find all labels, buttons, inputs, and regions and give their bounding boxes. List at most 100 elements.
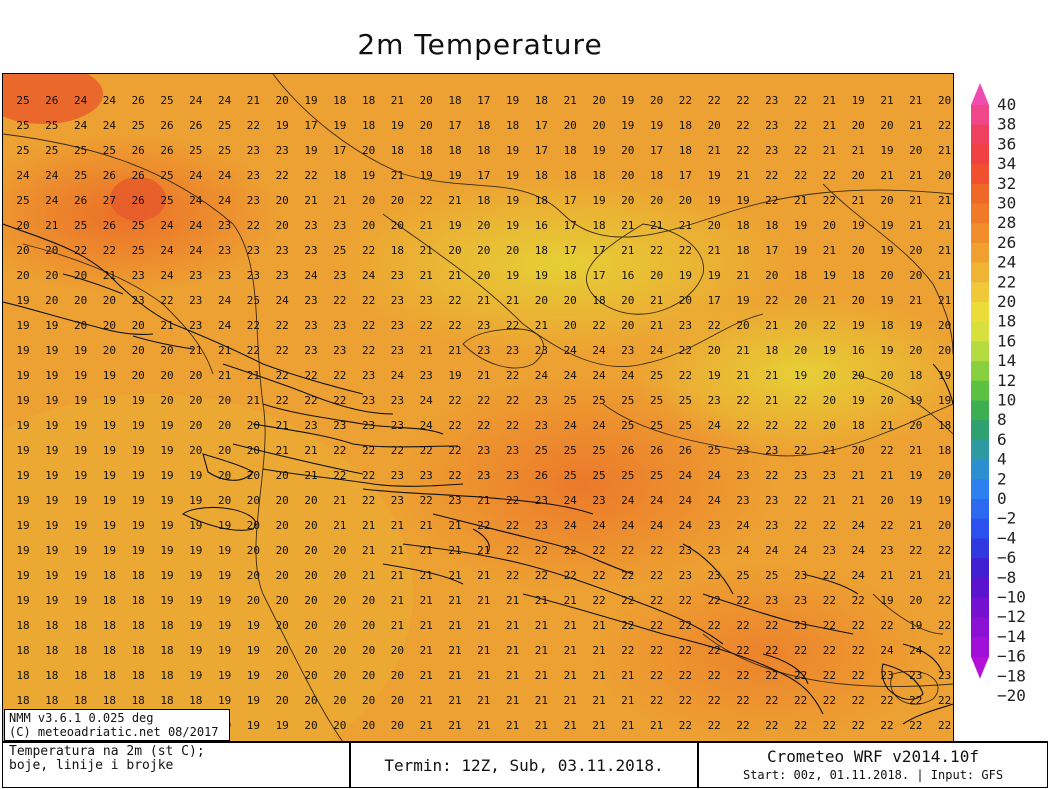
grid-value: 24 [218, 194, 232, 207]
grid-value: 20 [189, 419, 202, 432]
grid-value: 19 [16, 494, 29, 507]
grid-value: 20 [132, 319, 145, 332]
grid-value: 22 [650, 244, 663, 257]
grid-value: 21 [909, 169, 922, 182]
warm-zone-corner [3, 74, 103, 124]
grid-value: 26 [679, 444, 692, 457]
grid-value: 23 [276, 244, 289, 257]
grid-value: 20 [276, 219, 289, 232]
grid-value: 18 [564, 144, 577, 157]
grid-value: 20 [304, 719, 317, 732]
grid-value: 22 [477, 394, 490, 407]
grid-value: 19 [45, 544, 58, 557]
grid-value: 23 [736, 444, 749, 457]
grid-value: 23 [448, 494, 461, 507]
grid-value: 20 [938, 319, 951, 332]
grid-value: 22 [276, 394, 289, 407]
grid-value: 20 [852, 244, 865, 257]
grid-value: 18 [880, 319, 893, 332]
grid-value: 21 [650, 719, 663, 732]
grid-value: 20 [16, 269, 29, 282]
grid-value: 20 [477, 219, 490, 232]
grid-value: 24 [160, 244, 174, 257]
grid-value: 22 [736, 669, 749, 682]
grid-value: 19 [45, 444, 58, 457]
grid-value: 21 [448, 519, 461, 532]
grid-value: 20 [362, 619, 375, 632]
grid-value: 23 [823, 469, 836, 482]
grid-value: 22 [909, 544, 922, 557]
grid-value: 25 [218, 144, 231, 157]
grid-value: 20 [247, 594, 260, 607]
grid-value: 23 [909, 669, 922, 682]
grid-value: 18 [132, 644, 145, 657]
legend-label: 28 [997, 213, 1016, 232]
grid-value: 21 [679, 219, 692, 232]
grid-value: 24 [218, 169, 232, 182]
legend-swatch [971, 439, 989, 461]
legend-swatch [971, 223, 989, 244]
legend-label: 20 [997, 292, 1016, 311]
grid-value: 20 [621, 194, 634, 207]
grid-value: 18 [45, 644, 58, 657]
grid-value: 21 [621, 244, 634, 257]
grid-value: 20 [333, 569, 346, 582]
grid-value: 21 [564, 644, 577, 657]
grid-value: 21 [477, 694, 490, 707]
grid-value: 22 [852, 619, 865, 632]
grid-value: 24 [276, 294, 290, 307]
grid-value: 20 [362, 669, 375, 682]
grid-value: 23 [621, 344, 634, 357]
legend-swatch [971, 321, 989, 342]
grid-value: 17 [592, 244, 605, 257]
grid-value: 22 [679, 244, 692, 257]
grid-value: 19 [852, 394, 865, 407]
grid-value: 19 [74, 444, 87, 457]
grid-value: 21 [391, 169, 404, 182]
grid-value: 22 [592, 569, 605, 582]
grid-value: 19 [247, 644, 260, 657]
grid-value: 18 [333, 169, 346, 182]
grid-value: 18 [679, 144, 692, 157]
grid-value: 23 [420, 469, 433, 482]
grid-value: 22 [679, 344, 692, 357]
grid-value: 21 [823, 144, 836, 157]
grid-value: 22 [736, 719, 749, 732]
grid-value: 19 [852, 319, 865, 332]
grid-value: 23 [132, 269, 145, 282]
grid-value: 22 [765, 719, 778, 732]
grid-value: 20 [909, 344, 922, 357]
grid-value: 18 [132, 694, 145, 707]
grid-value: 21 [909, 444, 922, 457]
grid-value: 18 [909, 369, 922, 382]
grid-value: 20 [909, 244, 922, 257]
grid-value: 18 [362, 94, 375, 107]
grid-value: 21 [477, 619, 490, 632]
legend-swatch [971, 558, 989, 579]
grid-value: 27 [103, 194, 116, 207]
grid-value: 23 [477, 344, 490, 357]
grid-value: 21 [564, 594, 577, 607]
grid-value: 26 [103, 169, 116, 182]
grid-value: 23 [391, 319, 404, 332]
grid-value: 24 [218, 319, 232, 332]
grid-value: 25 [650, 469, 663, 482]
grid-value: 22 [621, 644, 634, 657]
grid-value: 22 [823, 669, 836, 682]
grid-value: 21 [765, 394, 778, 407]
legend-label: 4 [997, 450, 1007, 469]
grid-value: 20 [247, 494, 260, 507]
grid-value: 21 [650, 319, 663, 332]
legend-swatch [971, 636, 989, 658]
grid-value: 25 [45, 119, 58, 132]
grid-value: 19 [506, 144, 519, 157]
grid-value: 20 [276, 644, 289, 657]
grid-value: 21 [535, 319, 548, 332]
grid-value: 17 [535, 119, 548, 132]
grid-value: 21 [880, 94, 893, 107]
grid-value: 25 [132, 219, 145, 232]
grid-value: 22 [794, 169, 807, 182]
grid-value: 21 [362, 569, 375, 582]
grid-value: 23 [765, 494, 778, 507]
grid-value: 21 [477, 294, 490, 307]
